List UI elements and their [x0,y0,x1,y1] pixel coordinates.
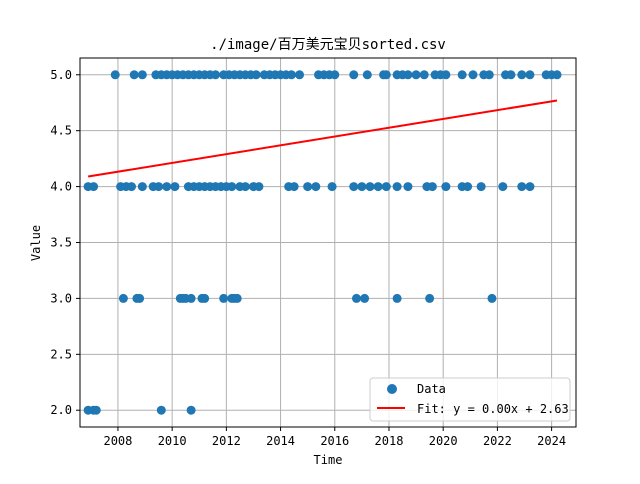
data-points [83,70,562,415]
data-point [118,293,128,303]
data-point [425,293,435,303]
data-point [162,182,172,192]
data-point [392,182,402,192]
fit-line-layer [87,99,558,178]
data-point [200,293,210,303]
data-point [330,70,340,80]
data-point [411,70,421,80]
x-tick-label: 2014 [266,434,295,448]
y-tick-label: 2.5 [50,347,72,361]
data-point [295,70,305,80]
y-axis-label: Value [29,225,43,261]
data-point [251,70,261,80]
legend-data-marker [387,384,397,394]
data-point [327,182,337,192]
x-axis-label: Time [314,453,343,467]
data-point [487,293,497,303]
data-point [129,70,139,80]
data-point [476,182,486,192]
data-point [170,182,180,192]
data-point [392,293,402,303]
data-point [349,70,359,80]
y-tick-label: 4.5 [50,124,72,138]
data-point [457,70,467,80]
data-point [362,70,372,80]
x-tick-label: 2010 [158,434,187,448]
data-point [240,182,250,192]
data-point [403,182,413,192]
legend-fit-label: Fit: y = 0.00x + 2.63 [417,402,569,416]
x-tick-label: 2012 [212,434,241,448]
data-point [365,182,375,192]
data-point [91,405,101,415]
data-point [468,70,478,80]
data-point [137,70,147,80]
data-point [441,70,451,80]
x-tick-label: 2018 [375,434,404,448]
data-point [289,182,299,192]
data-point [525,182,535,192]
data-point [137,182,147,192]
data-point [517,70,527,80]
y-tick-label: 3.5 [50,236,72,250]
data-point [360,293,370,303]
legend-box [369,377,571,422]
data-point [351,293,361,303]
data-point [110,70,120,80]
data-point [186,405,196,415]
data-point [286,70,296,80]
data-point [156,405,166,415]
data-point [427,182,437,192]
data-point [357,182,367,192]
data-point [349,182,359,192]
y-tick-label: 4.0 [50,180,72,194]
y-tick-label: 5.0 [50,68,72,82]
y-axis-ticks: 2.0 2.5 3.0 3.5 4.0 4.5 5.0 [50,68,80,417]
x-tick-label: 2024 [537,434,566,448]
data-point [227,182,237,192]
y-tick-label: 2.0 [50,403,72,417]
data-point [381,70,391,80]
data-point [232,293,242,303]
x-axis-ticks: 2008 2010 2012 2014 2016 2018 2020 2022 2024 [103,427,566,448]
data-point [154,182,164,192]
x-tick-label: 2016 [320,434,349,448]
data-point [525,70,535,80]
data-point [373,182,383,192]
data-point [254,182,264,192]
data-point [419,70,429,80]
data-point [441,182,451,192]
x-tick-label: 2022 [483,434,512,448]
y-tick-label: 3.0 [50,291,72,305]
chart-title: ./image/百万美元宝贝sorted.csv [210,37,446,53]
data-point [186,293,196,303]
data-point [403,70,413,80]
data-point [498,182,508,192]
data-point [135,293,145,303]
data-point [211,70,221,80]
data-point [89,182,99,192]
x-tick-label: 2020 [429,434,458,448]
data-point [484,70,494,80]
data-point [126,182,136,192]
data-point [303,182,313,192]
data-point [311,182,321,192]
x-tick-label: 2008 [103,434,132,448]
fit-line [87,99,558,178]
data-point [463,182,473,192]
data-point [506,70,516,80]
data-point [552,70,562,80]
data-point [219,293,229,303]
data-point [517,182,527,192]
legend: Data Fit: y = 0.00x + 2.63 [369,377,571,422]
legend-data-label: Data [417,382,446,396]
data-point [381,182,391,192]
